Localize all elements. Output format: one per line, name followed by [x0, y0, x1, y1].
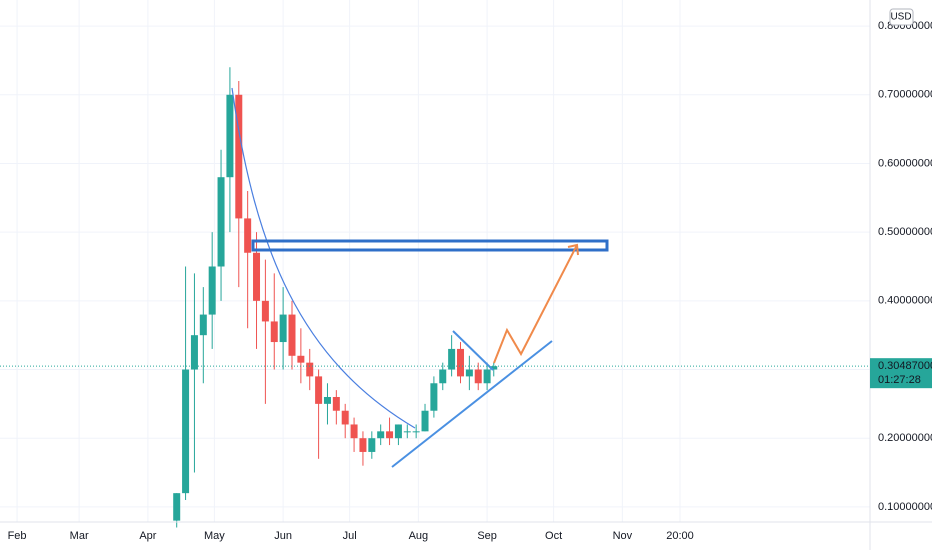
y-tick-label: 0.50000000 [878, 226, 932, 238]
candle-body [199, 314, 207, 336]
candle-body [412, 431, 420, 433]
candle-body [421, 410, 429, 432]
candle-body [323, 396, 331, 404]
y-tick-label: 0.10000000 [878, 501, 932, 513]
candle-body [386, 431, 394, 439]
trend-line [452, 330, 494, 371]
y-tick-label: 0.20000000 [878, 432, 932, 444]
candle-body [306, 362, 314, 377]
projection-path [493, 244, 578, 364]
curve-drawing [231, 87, 416, 429]
last-price-label: 0.30487000 [878, 360, 932, 372]
y-tick-label: 0.40000000 [878, 295, 932, 307]
candle-body [465, 369, 473, 377]
candle-body [226, 94, 234, 178]
currency-badge[interactable] [889, 8, 914, 26]
candle-body [244, 218, 252, 253]
candle-body [359, 438, 367, 452]
candle-body [439, 369, 447, 384]
candle-body [270, 321, 278, 343]
x-tick-label: Feb [8, 530, 27, 542]
candle-body [190, 335, 198, 370]
candle-body [182, 369, 190, 494]
candle-body [456, 348, 464, 377]
candle-body [448, 348, 456, 370]
candle-body [483, 369, 491, 384]
axes: 0.100000000.200000000.300000000.40000000… [0, 20, 932, 542]
candle-body [315, 376, 323, 404]
candle-body [261, 300, 269, 322]
candle-body [403, 431, 411, 433]
grid [0, 0, 870, 522]
y-tick-label: 0.70000000 [878, 89, 932, 101]
countdown: 01:27:28 [878, 374, 921, 386]
x-tick-label: Jun [274, 530, 292, 542]
candle-body [490, 366, 498, 370]
x-tick-label: Apr [139, 530, 156, 542]
candle-body [377, 431, 385, 439]
candle-body [297, 355, 305, 363]
drawings [231, 87, 609, 468]
x-tick-label: Aug [409, 530, 429, 542]
candle-body [474, 369, 482, 384]
x-tick-label: Jul [343, 530, 357, 542]
candle-body [350, 424, 358, 439]
candle-body [368, 438, 376, 452]
candle-body [341, 410, 349, 425]
last-price-badge [870, 358, 932, 389]
y-tick-label: 0.60000000 [878, 157, 932, 169]
x-tick-label: Oct [545, 530, 562, 542]
candle-body [332, 396, 340, 411]
x-tick-label: Sep [477, 530, 497, 542]
currency: USD [890, 12, 911, 23]
candle-body [235, 94, 243, 219]
candle-body [279, 314, 287, 343]
candles [173, 67, 498, 528]
arrow-head [567, 243, 579, 256]
candle-body [173, 493, 181, 521]
x-tick-label: May [204, 530, 225, 542]
candle-body [208, 266, 216, 315]
candle-body [430, 383, 438, 411]
candle-body [217, 177, 225, 267]
candle-body [253, 252, 261, 301]
x-tick-label: Mar [70, 530, 89, 542]
rectangle-drawing [251, 239, 609, 252]
candle-body [394, 424, 402, 439]
candle-body [288, 314, 296, 356]
y-tick-label: 0.80000000 [878, 20, 932, 32]
x-tick-label: 20:00 [666, 530, 694, 542]
x-tick-label: Nov [613, 530, 633, 542]
trend-line [391, 340, 553, 468]
